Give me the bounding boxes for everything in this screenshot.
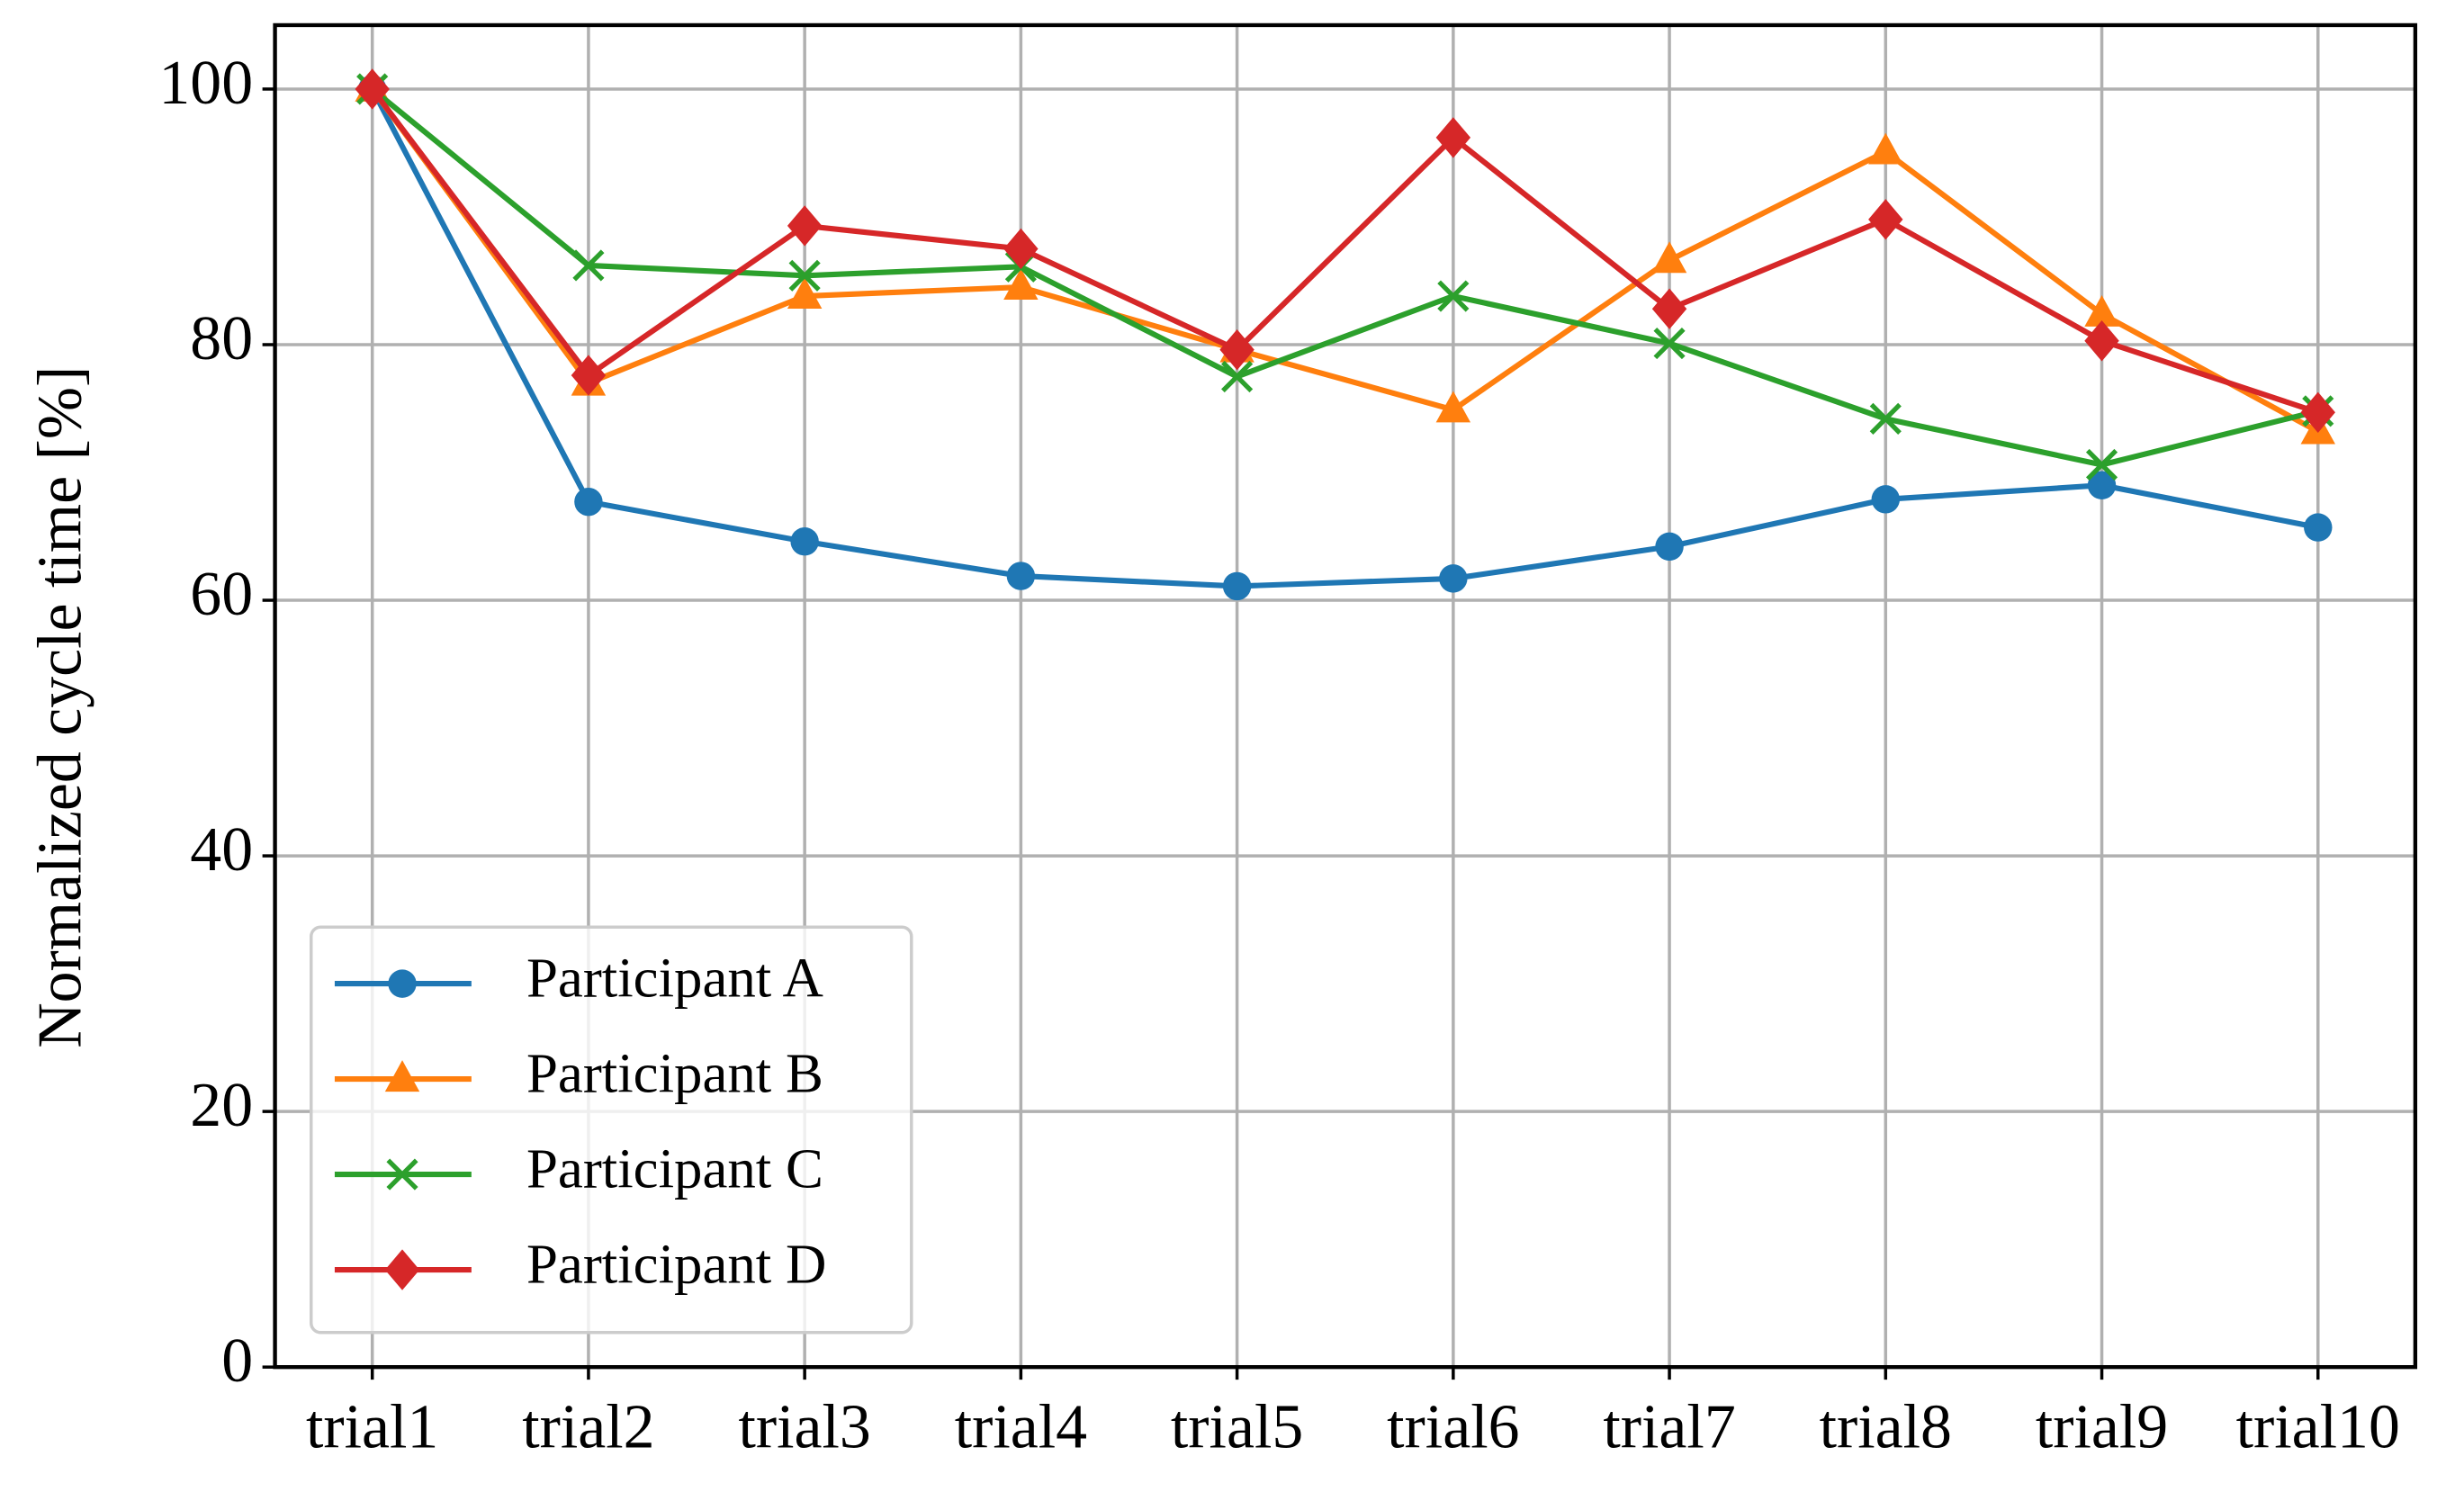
marker <box>788 259 821 292</box>
x-tick-label: trial6 <box>1387 1393 1519 1462</box>
marker <box>1003 268 1039 301</box>
series-line <box>370 86 2319 468</box>
marker <box>571 355 607 396</box>
marker <box>787 277 823 309</box>
y-axis-label: Normalized cycle time [%] <box>25 366 94 1048</box>
y-tick-label: 80 <box>190 304 253 373</box>
marker <box>2300 391 2335 433</box>
y-tick-label: 20 <box>190 1071 253 1140</box>
marker <box>1435 391 1471 423</box>
marker <box>787 205 823 247</box>
legend-box <box>309 925 913 1335</box>
legend-label: Participant A <box>526 947 823 1010</box>
legend-label: Participant D <box>526 1233 826 1296</box>
marker <box>1651 241 1687 274</box>
x-tick-label: trial8 <box>1820 1393 1952 1462</box>
marker <box>1221 360 1254 393</box>
marker <box>388 969 417 998</box>
marker <box>1655 532 1684 562</box>
series-line <box>370 87 2320 435</box>
marker <box>1006 562 1036 590</box>
y-tick-label: 60 <box>190 560 253 629</box>
x-tick-label: trial4 <box>955 1393 1087 1462</box>
marker <box>384 1060 420 1092</box>
y-tick-label: 40 <box>190 815 253 885</box>
series-line <box>370 87 2319 416</box>
marker <box>1222 571 1252 601</box>
marker <box>2084 320 2119 362</box>
marker <box>1868 132 1903 165</box>
marker <box>1651 288 1687 329</box>
x-tick-label: trial2 <box>522 1393 654 1462</box>
marker <box>386 1158 418 1191</box>
y-tick-label: 100 <box>158 49 253 118</box>
marker <box>2304 513 2333 542</box>
marker <box>2087 471 2117 499</box>
y-tick-label: 0 <box>221 1326 253 1396</box>
marker <box>1653 328 1686 360</box>
marker <box>1437 280 1470 312</box>
marker <box>1871 485 1901 514</box>
marker <box>1868 199 1903 240</box>
x-tick-label: trial9 <box>2036 1393 2168 1462</box>
x-tick-label: trial7 <box>1603 1393 1735 1462</box>
marker <box>574 487 603 517</box>
series-line <box>369 87 2319 589</box>
marker <box>790 526 819 556</box>
x-tick-label: trial5 <box>1171 1393 1303 1462</box>
marker <box>1003 228 1039 270</box>
x-tick-label: trial1 <box>306 1393 438 1462</box>
x-tick-label: trial3 <box>738 1393 870 1462</box>
x-tick-label: trial10 <box>2236 1393 2400 1462</box>
marker <box>2084 294 2119 327</box>
marker <box>1869 402 1902 435</box>
marker <box>1439 564 1468 593</box>
legend-label: Participant B <box>526 1042 823 1105</box>
plot-frame <box>273 22 2418 1370</box>
legend-label: Participant C <box>526 1137 823 1200</box>
marker <box>572 249 605 282</box>
marker <box>355 68 390 110</box>
marker <box>2085 448 2118 481</box>
